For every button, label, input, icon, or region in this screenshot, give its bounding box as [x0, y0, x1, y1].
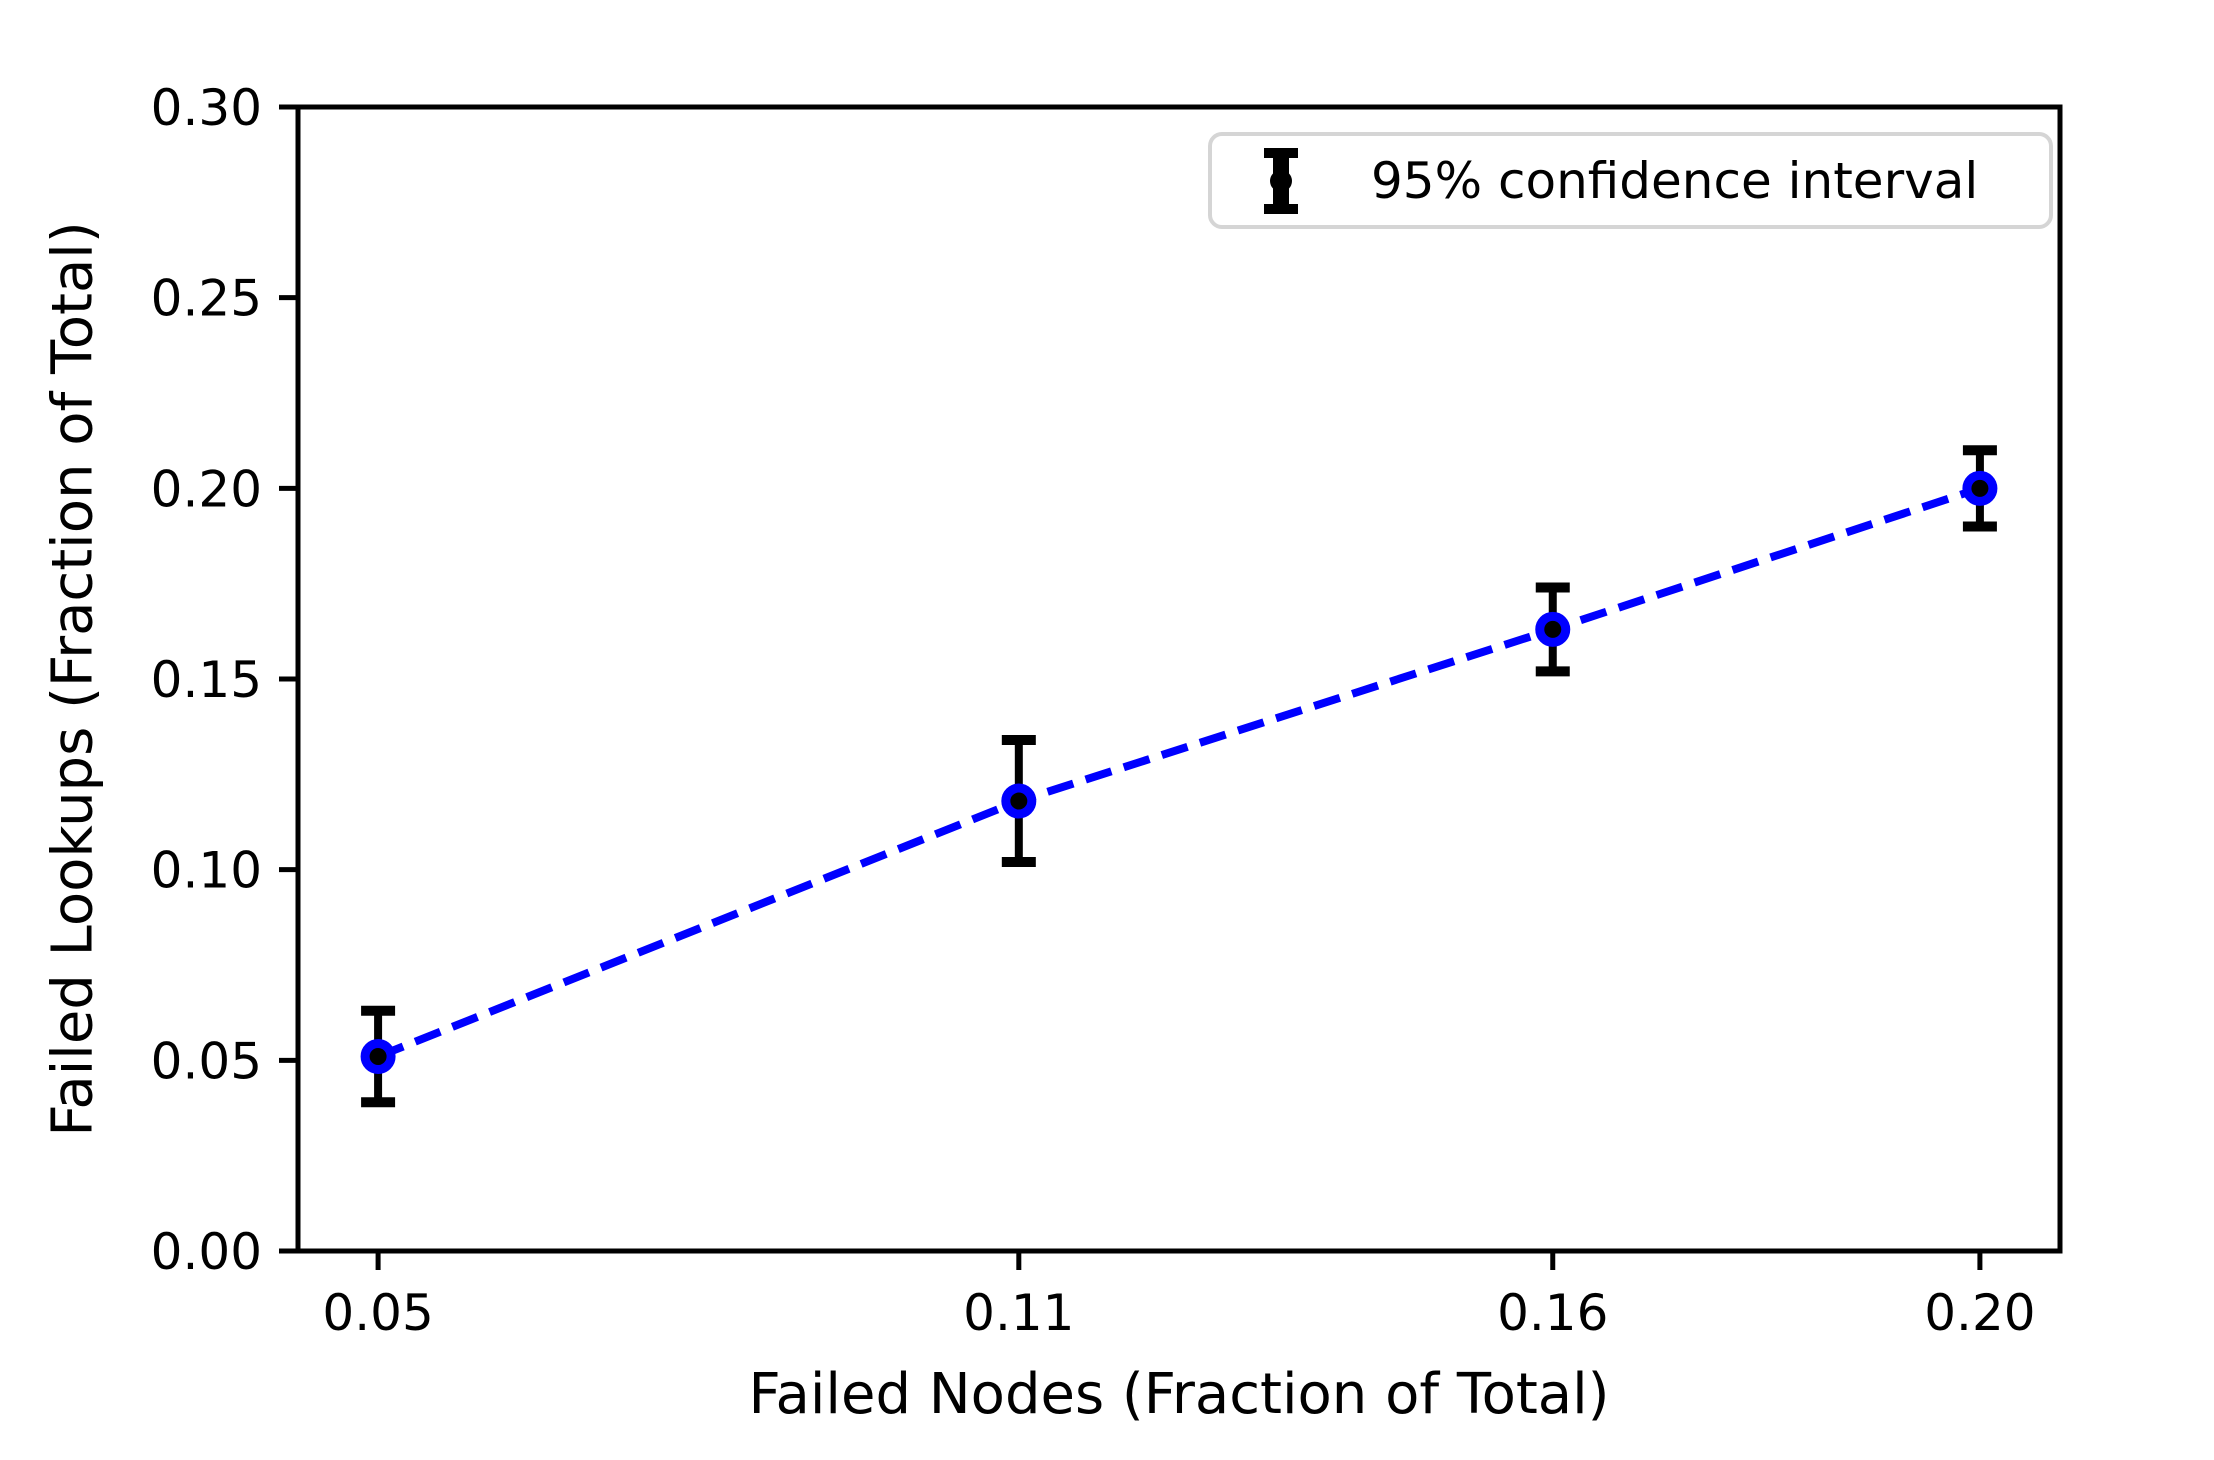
svg-text:0.20: 0.20: [1924, 1284, 2035, 1342]
svg-text:0.00: 0.00: [151, 1223, 262, 1281]
legend-label: 95% confidence interval: [1371, 151, 1979, 210]
y-axis-label: Failed Lookups (Fraction of Total): [40, 221, 106, 1137]
x-axis-label: Failed Nodes (Fraction of Total): [748, 1362, 1610, 1427]
svg-text:0.20: 0.20: [151, 460, 262, 518]
svg-text:0.30: 0.30: [151, 79, 262, 137]
svg-text:0.25: 0.25: [151, 270, 262, 328]
legend: 95% confidence interval: [1208, 132, 2053, 229]
svg-text:0.05: 0.05: [151, 1032, 262, 1090]
svg-text:0.05: 0.05: [322, 1284, 433, 1342]
errorbar-icon: [1264, 147, 1298, 214]
svg-text:0.16: 0.16: [1497, 1284, 1608, 1342]
svg-text:0.11: 0.11: [963, 1284, 1074, 1342]
svg-text:0.15: 0.15: [151, 651, 262, 709]
svg-text:0.10: 0.10: [151, 842, 262, 900]
